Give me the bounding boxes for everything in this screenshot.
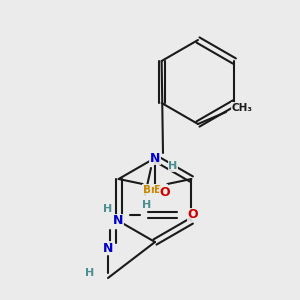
Text: H: H (85, 268, 94, 278)
Text: O: O (188, 208, 198, 221)
Text: H: H (168, 161, 178, 171)
Text: Br: Br (143, 185, 156, 195)
Text: Br: Br (154, 185, 167, 195)
Text: N: N (103, 242, 113, 254)
Text: N: N (113, 214, 123, 227)
Text: N: N (150, 152, 160, 164)
Text: H: H (103, 204, 112, 214)
Text: CH₃: CH₃ (232, 103, 253, 113)
Text: O: O (160, 187, 170, 200)
Text: H: H (142, 200, 152, 210)
